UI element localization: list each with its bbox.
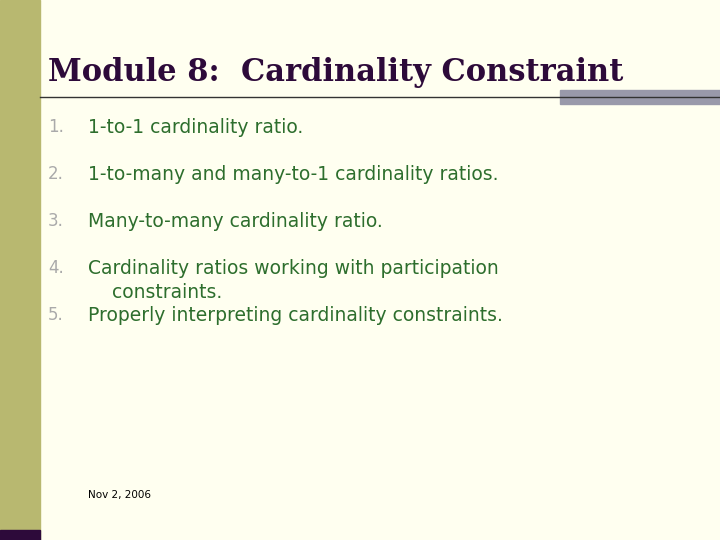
- Text: 1-to-1 cardinality ratio.: 1-to-1 cardinality ratio.: [88, 118, 303, 137]
- Text: 2.: 2.: [48, 165, 64, 183]
- Bar: [560, 90, 720, 104]
- Text: 1.: 1.: [48, 118, 64, 136]
- Text: 1-to-many and many-to-1 cardinality ratios.: 1-to-many and many-to-1 cardinality rati…: [88, 165, 498, 184]
- Text: 4.: 4.: [48, 259, 64, 277]
- Text: Nov 2, 2006: Nov 2, 2006: [88, 490, 151, 500]
- Text: Module 8:  Cardinality Constraint: Module 8: Cardinality Constraint: [48, 57, 624, 87]
- Text: Many-to-many cardinality ratio.: Many-to-many cardinality ratio.: [88, 212, 383, 231]
- Text: Properly interpreting cardinality constraints.: Properly interpreting cardinality constr…: [88, 306, 503, 325]
- Bar: [0, 530, 40, 540]
- Text: 3.: 3.: [48, 212, 64, 230]
- Text: Cardinality ratios working with participation
    constraints.: Cardinality ratios working with particip…: [88, 259, 499, 301]
- Bar: [0, 0, 40, 540]
- Text: 5.: 5.: [48, 306, 64, 324]
